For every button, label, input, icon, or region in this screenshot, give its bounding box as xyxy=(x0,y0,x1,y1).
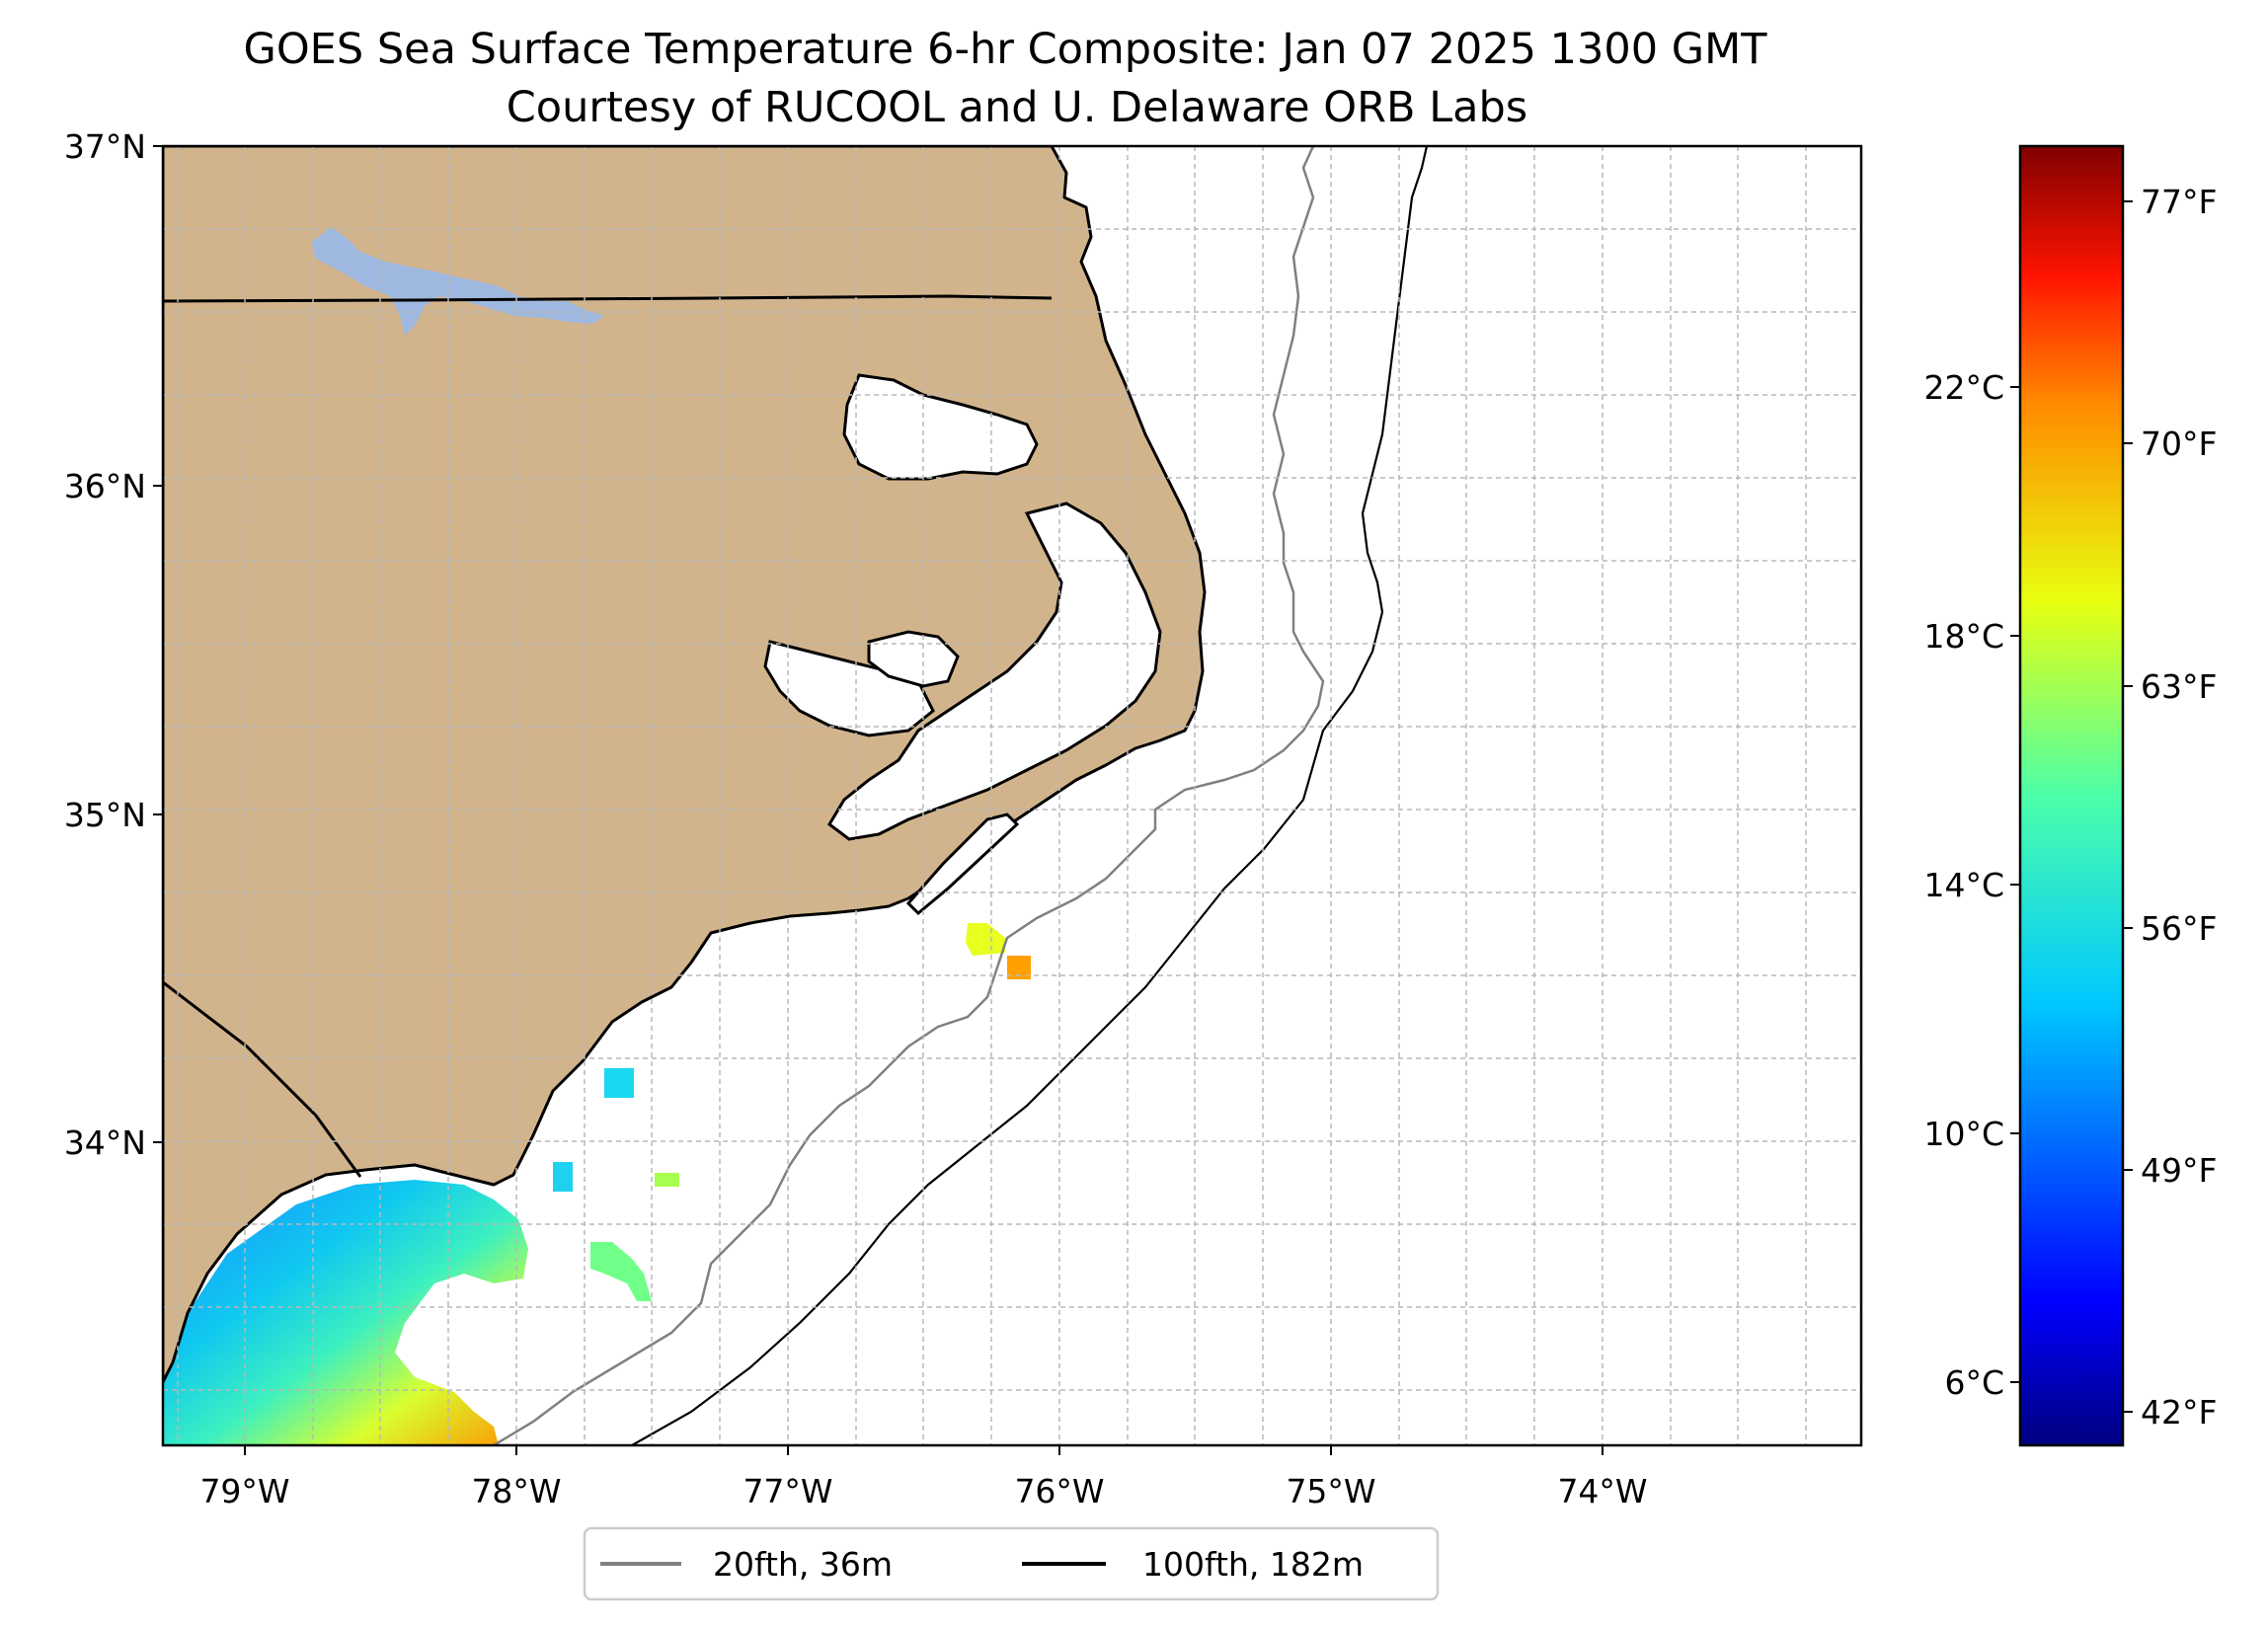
fahrenheit-tick-label: 49°F xyxy=(2141,1151,2217,1190)
sst-data-layer xyxy=(163,923,1031,1445)
celsius-tick-label: 10°C xyxy=(1923,1115,2004,1153)
celsius-tick-label: 14°C xyxy=(1923,866,2004,904)
fahrenheit-tick-label: 70°F xyxy=(2141,425,2217,463)
lon-tick-label: 79°W xyxy=(199,1472,289,1510)
map-title: GOES Sea Surface Temperature 6-hr Compos… xyxy=(244,25,1768,74)
legend-label-20fth: 20fth, 36m xyxy=(713,1545,893,1584)
sst-patch-pixel xyxy=(590,1242,652,1301)
celsius-ticks xyxy=(2010,386,2020,1383)
legend-box xyxy=(583,1526,1440,1601)
celsius-tick-label: 22°C xyxy=(1923,368,2004,407)
sst-colorbar: 6°C 10°C 14°C 18°C 22°C 42°F 49°F 56°F 6… xyxy=(1923,144,2217,1447)
neuse-river xyxy=(763,640,935,737)
kerr-lake xyxy=(311,227,604,336)
core-sound xyxy=(905,813,1020,916)
lon-axis: 79°W 78°W 77°W 76°W 75°W 74°W xyxy=(199,1445,1648,1510)
lat-axis: 37°N 36°N 35°N 34°N xyxy=(64,127,163,1162)
pamlico-river xyxy=(867,630,960,688)
fahrenheit-tick-label: 42°F xyxy=(2141,1393,2217,1432)
legend-label-100fth: 100fth, 182m xyxy=(1142,1545,1364,1584)
lon-tick-label: 74°W xyxy=(1557,1472,1647,1510)
fahrenheit-tick-label: 56°F xyxy=(2141,909,2217,948)
lon-tick-label: 75°W xyxy=(1286,1472,1375,1510)
sst-patch-coastal-band xyxy=(163,1180,528,1445)
pamlico-sound xyxy=(827,502,1162,841)
sst-patch-pixel xyxy=(604,1068,634,1098)
map-plot-area xyxy=(163,146,1861,1445)
fahrenheit-tick-label: 77°F xyxy=(2141,183,2217,221)
lon-tick-label: 76°W xyxy=(1014,1472,1104,1510)
lon-tick-label: 78°W xyxy=(471,1472,561,1510)
lon-tick-label: 77°W xyxy=(743,1472,832,1510)
plot-frame xyxy=(161,144,1863,1447)
fahrenheit-tick-label: 63°F xyxy=(2141,667,2217,706)
lat-tick-label: 34°N xyxy=(64,1123,146,1162)
grid-lines xyxy=(163,146,1861,1445)
lat-tick-label: 35°N xyxy=(64,796,146,834)
state-border-nc-sc xyxy=(163,980,362,1178)
sst-patch-pixel xyxy=(553,1162,573,1192)
map-subtitle: Courtesy of RUCOOL and U. Delaware ORB L… xyxy=(507,83,1527,132)
lat-tick-label: 37°N xyxy=(64,127,146,166)
celsius-tick-label: 6°C xyxy=(1944,1363,2004,1402)
state-border-nc-va xyxy=(163,294,1053,303)
isobath-legend: 20fth, 36m 100fth, 182m xyxy=(583,1526,1440,1601)
celsius-tick-label: 18°C xyxy=(1923,617,2004,656)
lat-tick-label: 36°N xyxy=(64,467,146,505)
colorbar-gradient xyxy=(2018,144,2125,1447)
sst-patch-pixel xyxy=(655,1173,679,1187)
isobath-20fth xyxy=(493,146,1325,1445)
isobath-100fth xyxy=(631,146,1429,1445)
sounds-and-estuaries xyxy=(763,373,1162,916)
sst-patch-pixel xyxy=(966,923,1005,956)
fahrenheit-ticks xyxy=(2123,200,2133,1413)
albemarle-sound xyxy=(842,373,1039,481)
